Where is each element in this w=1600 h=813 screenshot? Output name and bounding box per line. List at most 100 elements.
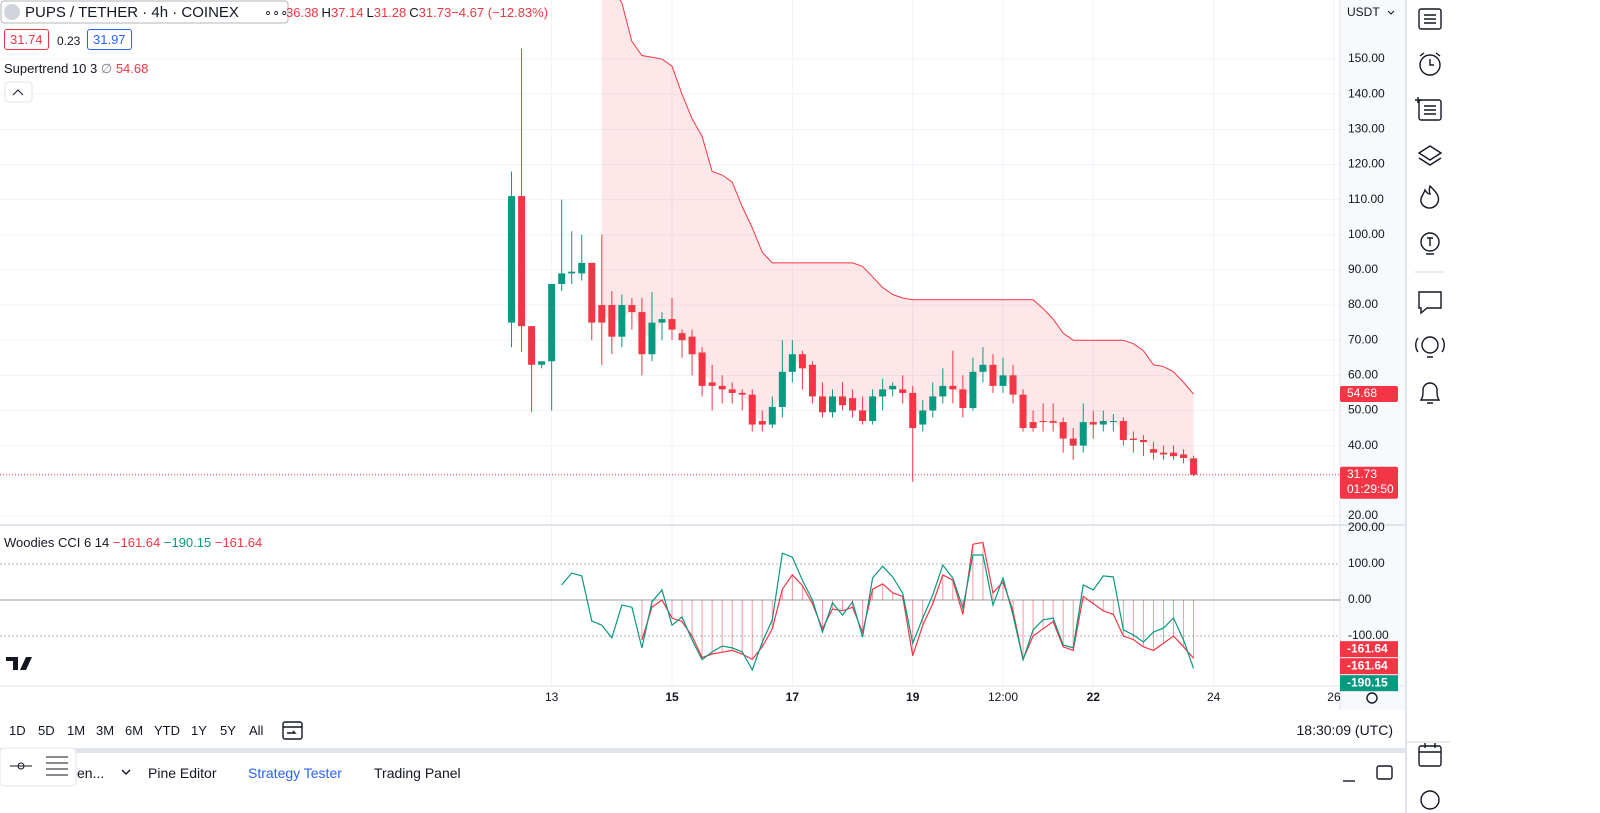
candle-body — [548, 283, 556, 362]
candle-body — [728, 389, 736, 393]
candle-body — [648, 322, 656, 355]
ohlc: 36.38 H37.14 L31.28 C31.73−4.67 (−12.83%) — [286, 5, 548, 20]
cci-badge-label: -161.64 — [1347, 641, 1388, 655]
candle-body — [1170, 452, 1178, 457]
symbol[interactable]: PUPS / TETHER · 4h · COINEX — [25, 4, 239, 21]
y-tick-label: 70.00 — [1348, 332, 1378, 346]
candle-body — [879, 389, 887, 397]
price-badge-label: 54.68 — [1347, 386, 1377, 400]
range-button[interactable]: 1Y — [191, 723, 207, 738]
tool-icons[interactable] — [10, 756, 68, 776]
y-tick-label: 40.00 — [1348, 438, 1378, 452]
range-button[interactable]: YTD — [154, 723, 180, 738]
cci-value: −161.64 — [214, 535, 263, 550]
candle-body — [588, 262, 596, 323]
candle-body — [518, 196, 526, 327]
tab[interactable]: Strategy Tester — [248, 765, 342, 781]
candle-body — [828, 396, 836, 413]
range-button[interactable]: 6M — [125, 723, 144, 738]
stream-icon[interactable] — [1421, 336, 1439, 354]
ask[interactable]: 31.97 — [87, 29, 132, 50]
y-tick-label: 150.00 — [1348, 51, 1385, 65]
candle-body — [608, 305, 616, 337]
bid[interactable]: 31.74 — [4, 29, 49, 50]
candle-body — [748, 394, 756, 425]
watchlist-icon[interactable] — [1418, 8, 1442, 30]
candle-body — [1029, 422, 1037, 429]
candle-body — [909, 392, 917, 429]
range-button[interactable]: 1D — [9, 723, 26, 738]
chat-icon[interactable] — [1418, 291, 1442, 315]
y-tick-label: 200.00 — [1348, 520, 1385, 534]
candle-body — [869, 396, 877, 422]
layers-icon[interactable] — [1417, 145, 1443, 166]
candle-body — [1119, 421, 1127, 441]
collapse-arrow — [12, 89, 24, 96]
tab[interactable]: Pine Editor — [148, 765, 217, 781]
symbol-logo — [4, 4, 20, 20]
range-button[interactable]: 1M — [67, 723, 86, 738]
indicator-value: 54.68 — [115, 61, 149, 76]
y-tick-label: 100.00 — [1348, 556, 1385, 570]
price-axis-bg — [1340, 0, 1406, 710]
candle-body — [1019, 394, 1027, 429]
more-button[interactable]: ∘∘∘ — [264, 5, 289, 20]
floating-tools[interactable] — [0, 747, 77, 787]
candle-body — [929, 396, 937, 411]
candle-body — [598, 305, 606, 323]
cci-badge-label: -161.64 — [1347, 658, 1388, 672]
news-icon[interactable] — [1418, 99, 1442, 121]
y-tick-label: 90.00 — [1348, 262, 1378, 276]
candle-body — [678, 333, 686, 341]
candle-body — [788, 354, 796, 372]
candle-body — [899, 389, 907, 393]
candle-body — [628, 305, 636, 313]
candle-body — [668, 319, 676, 330]
candle-body — [969, 371, 977, 409]
ohlc-value: 31.73 — [418, 5, 452, 20]
help-icon[interactable] — [1420, 790, 1440, 810]
candle-body — [1059, 422, 1067, 439]
indicator-legend: Supertrend 10 3 ∅ 54.68 — [4, 61, 148, 77]
tab[interactable]: Trading Panel — [374, 765, 461, 781]
x-tick-label: 13 — [545, 690, 559, 704]
collapse-button[interactable] — [4, 81, 33, 103]
candle-body — [889, 385, 897, 390]
range-button[interactable]: 3M — [96, 723, 115, 738]
ideas-icon[interactable] — [1420, 232, 1440, 252]
goto-date-icon[interactable] — [282, 721, 303, 740]
tab[interactable]: en... — [77, 765, 105, 781]
ohlc-value: 37.14 — [330, 5, 364, 20]
hot-icon[interactable] — [1420, 184, 1440, 209]
cci-badge — [1340, 658, 1398, 675]
range-button[interactable]: 5Y — [220, 723, 236, 738]
symbol-box[interactable] — [0, 0, 289, 24]
ohlc-key: H — [321, 5, 331, 20]
candle-body — [919, 410, 927, 425]
candle-body — [758, 421, 766, 425]
alert-icon[interactable] — [1419, 54, 1441, 76]
ohlc-key: L — [366, 5, 374, 20]
candle-body — [1009, 375, 1017, 395]
tab-chevron[interactable] — [121, 769, 131, 775]
calendar-icon[interactable] — [1418, 745, 1442, 767]
currency[interactable]: USDT — [1347, 5, 1380, 19]
indicator-name: Supertrend 10 3 — [4, 61, 98, 76]
candle-body — [1149, 449, 1157, 453]
candle-body — [688, 336, 696, 355]
candle-body — [738, 392, 746, 395]
range-button[interactable]: All — [249, 723, 264, 738]
candle-body — [508, 196, 516, 323]
candle-body — [1159, 452, 1167, 455]
candle-body — [1180, 454, 1188, 458]
candle-body — [1039, 421, 1047, 423]
candle-body — [618, 305, 626, 337]
maximize-icon[interactable] — [1376, 765, 1393, 780]
countdown: 01:29:50 — [1347, 482, 1394, 496]
range-button[interactable]: 5D — [38, 723, 55, 738]
settings-icon[interactable] — [1366, 692, 1378, 704]
right-toolbar — [121, 8, 1450, 810]
clock[interactable]: 18:30:09 (UTC) — [1296, 722, 1393, 738]
y-tick-label: 0.00 — [1348, 592, 1372, 606]
notifications-icon[interactable] — [1419, 382, 1441, 404]
